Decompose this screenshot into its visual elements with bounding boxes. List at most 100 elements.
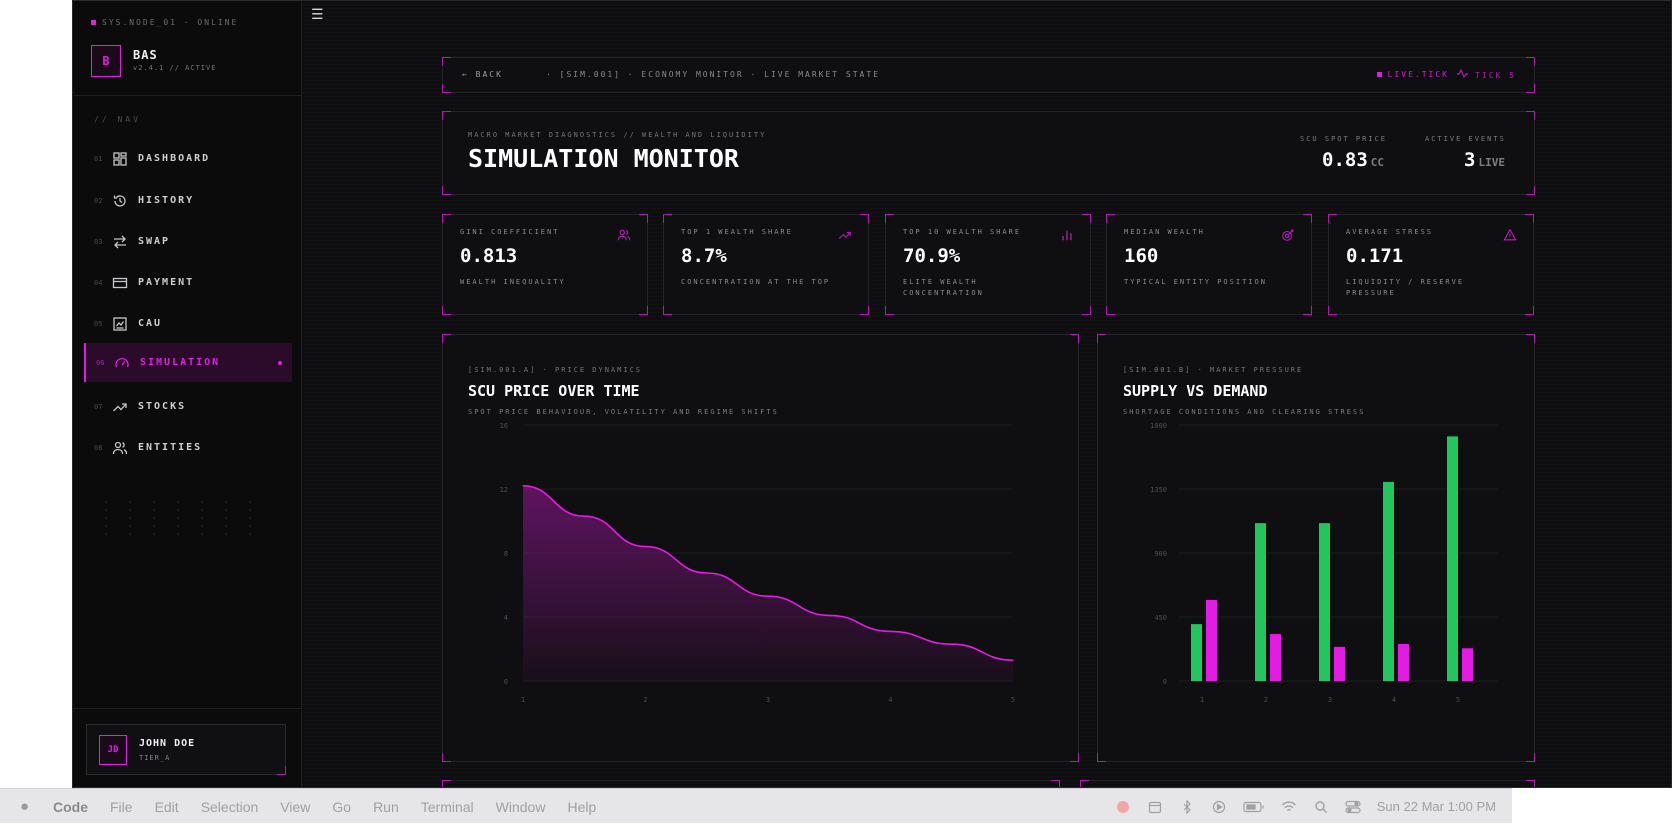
menu-go[interactable]: Go bbox=[332, 798, 352, 815]
dashboard-grid-icon bbox=[112, 151, 128, 167]
nav-number: 04 bbox=[94, 278, 103, 287]
kpi-subtitle: ELITE WEALTH CONCENTRATION bbox=[903, 278, 984, 297]
chart-subtitle: SPOT PRICE BEHAVIOUR, VOLATILITY AND REG… bbox=[468, 408, 779, 416]
corner-accent bbox=[1082, 306, 1091, 315]
status-area: Sun 22 Mar 1:00 PM bbox=[1115, 789, 1496, 824]
nav-label: CAU bbox=[138, 318, 163, 329]
menu-view[interactable]: View bbox=[280, 798, 311, 815]
corner-accent bbox=[277, 766, 286, 775]
sidebar-item-simulation[interactable]: 06 SIMULATION bbox=[84, 343, 292, 382]
sidebar-item-history[interactable]: 02 HISTORY bbox=[84, 181, 292, 220]
sidebar-item-entities[interactable]: 08 ENTITIES bbox=[84, 428, 292, 467]
kpi-card-gini[interactable]: GINI COEFFICIENT 0.813 WEALTH INEQUALITY bbox=[442, 214, 648, 315]
menu-help[interactable]: Help bbox=[567, 798, 597, 815]
nav-label: STOCKS bbox=[138, 401, 187, 412]
menu-terminal[interactable]: Terminal bbox=[420, 798, 474, 815]
arrow-left-icon: ← bbox=[462, 70, 469, 79]
kpi-value: 70.9% bbox=[903, 245, 961, 267]
price-series-line bbox=[522, 485, 1014, 661]
clock[interactable]: Sun 22 Mar 1:00 PM bbox=[1376, 799, 1496, 814]
y-tick-label: 16 bbox=[500, 422, 508, 430]
menu-app-name[interactable]: Code bbox=[53, 798, 88, 815]
sidebar-item-payment[interactable]: 04 PAYMENT bbox=[84, 263, 292, 302]
corner-accent bbox=[1070, 334, 1079, 343]
kpi-card-top1[interactable]: TOP 1 WEALTH SHARE 8.7% CONCENTRATION AT… bbox=[663, 214, 869, 315]
brand-logo[interactable]: B bbox=[91, 45, 121, 77]
system-status-text: SYS.NODE_01 · ONLINE bbox=[102, 18, 239, 27]
sidebar-item-dashboard[interactable]: 01 DASHBOARD bbox=[84, 139, 292, 178]
breadcrumb-bar: ← BACK · [SIM.001] · ECONOMY MONITOR · L… bbox=[442, 57, 1535, 93]
menu-edit[interactable]: Edit bbox=[154, 798, 179, 815]
sidebar-item-stocks[interactable]: 07 STOCKS bbox=[84, 387, 292, 426]
price-data-point bbox=[951, 643, 953, 645]
corner-accent bbox=[1526, 334, 1535, 343]
corner-accent bbox=[1526, 84, 1535, 93]
y-tick-label: 1800 bbox=[1150, 422, 1167, 430]
kpi-card-stress[interactable]: AVERAGE STRESS 0.171 LIQUIDITY / RESERVE… bbox=[1328, 214, 1534, 315]
kpi-label: TOP 1 WEALTH SHARE bbox=[681, 228, 793, 236]
y-tick-label: 0 bbox=[504, 678, 508, 686]
corner-accent bbox=[442, 214, 451, 223]
x-tick-label: 4 bbox=[1392, 696, 1396, 704]
kpi-label: TOP 10 WEALTH SHARE bbox=[903, 228, 1022, 236]
corner-accent bbox=[860, 214, 869, 223]
corner-accent bbox=[639, 306, 648, 315]
corner-accent bbox=[442, 57, 451, 66]
app-menus: Code File Edit Selection View Go Run Ter… bbox=[53, 789, 596, 824]
kpi-value: 160 bbox=[1124, 245, 1159, 267]
kpi-card-top10[interactable]: TOP 10 WEALTH SHARE 70.9% ELITE WEALTH C… bbox=[885, 214, 1091, 315]
supply-demand-bar-chart: 0 450 900 1350 1800 1 2 3 4 5 bbox=[1150, 422, 1498, 704]
lower-panel-right bbox=[1080, 780, 1535, 787]
sidebar: SYS.NODE_01 · ONLINE B BAS v2.4.1 // ACT… bbox=[73, 1, 302, 787]
menu-run[interactable]: Run bbox=[373, 798, 399, 815]
brand-version: v2.4.1 // ACTIVE bbox=[133, 64, 217, 72]
app-badge-icon[interactable] bbox=[1115, 800, 1131, 814]
menu-file[interactable]: File bbox=[110, 798, 133, 815]
bar-series-1 bbox=[1447, 436, 1458, 681]
chart-title: SCU PRICE OVER TIME bbox=[468, 382, 640, 400]
nav-number: 08 bbox=[94, 443, 103, 452]
battery-icon[interactable] bbox=[1243, 800, 1265, 814]
users-icon bbox=[617, 229, 631, 241]
sidebar-item-swap[interactable]: 03 SWAP bbox=[84, 222, 292, 261]
sidebar-item-cau[interactable]: 05 CAU bbox=[84, 304, 292, 343]
live-tick-indicator[interactable]: LIVE.TICK bbox=[1376, 70, 1449, 79]
main-content: ☰ ← BACK · [SIM.001] · ECONOMY MONITOR ·… bbox=[302, 1, 1671, 787]
control-center-icon[interactable] bbox=[1345, 800, 1361, 814]
nav-label: SWAP bbox=[138, 236, 171, 247]
apple-logo-icon[interactable]: ● bbox=[20, 798, 30, 815]
y-tick-label: 1350 bbox=[1150, 486, 1167, 494]
wifi-icon[interactable] bbox=[1281, 800, 1297, 814]
bar-series-1 bbox=[1255, 523, 1266, 681]
user-profile-card[interactable]: JD JOHN DOE TIER_A bbox=[86, 724, 286, 775]
menu-selection[interactable]: Selection bbox=[200, 798, 259, 815]
chart-title: SUPPLY VS DEMAND bbox=[1123, 382, 1268, 400]
play-circle-icon[interactable] bbox=[1211, 800, 1227, 814]
tick-counter[interactable]: TICK 5 bbox=[1457, 68, 1516, 80]
menu-window[interactable]: Window bbox=[495, 798, 546, 815]
sidebar-divider bbox=[73, 95, 302, 96]
price-data-point bbox=[706, 572, 708, 574]
user-name: JOHN DOE bbox=[139, 738, 196, 749]
live-square-icon bbox=[1376, 72, 1382, 77]
history-clock-icon bbox=[112, 193, 128, 209]
corner-accent bbox=[442, 753, 451, 762]
x-tick-label: 1 bbox=[1200, 696, 1204, 704]
y-tick-label: 450 bbox=[1154, 614, 1167, 622]
x-tick-label: 5 bbox=[1011, 696, 1015, 704]
nav-number: 02 bbox=[94, 196, 103, 205]
page-header: MACRO MARKET DIAGNOSTICS // WEALTH AND L… bbox=[442, 111, 1535, 195]
corner-accent bbox=[885, 214, 894, 223]
back-button[interactable]: ← BACK bbox=[462, 70, 503, 79]
bluetooth-icon[interactable] bbox=[1179, 799, 1195, 814]
price-data-point bbox=[889, 630, 892, 632]
y-tick-label: 900 bbox=[1154, 550, 1167, 558]
hamburger-menu-icon[interactable]: ☰ bbox=[311, 7, 324, 23]
chart-kicker: [SIM.001.A] · PRICE DYNAMICS bbox=[468, 366, 643, 374]
nav-label: HISTORY bbox=[138, 195, 195, 206]
kpi-card-median[interactable]: MEDIAN WEALTH 160 TYPICAL ENTITY POSITIO… bbox=[1106, 214, 1312, 315]
search-icon[interactable] bbox=[1313, 800, 1329, 814]
calendar-icon[interactable] bbox=[1147, 800, 1163, 814]
bar-series-1 bbox=[1319, 523, 1330, 681]
chart-subtitle: SHORTAGE CONDITIONS AND CLEARING STRESS bbox=[1123, 408, 1366, 416]
